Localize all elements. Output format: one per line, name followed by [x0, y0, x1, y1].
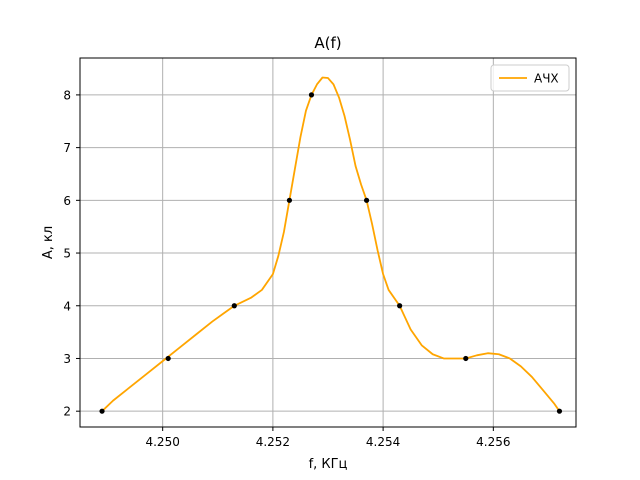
data-point — [286, 197, 293, 203]
y-tick-label: 3 — [63, 352, 71, 366]
x-tick-label: 4.256 — [476, 435, 510, 449]
x-tick-label: 4.250 — [145, 435, 179, 449]
data-point — [363, 197, 370, 203]
legend-box — [490, 64, 570, 92]
y-tick-label: 2 — [63, 405, 71, 419]
y-tick-label: 6 — [63, 194, 71, 208]
chart-title: A(f) — [314, 34, 341, 52]
x-axis-label: f, КГц — [309, 457, 348, 472]
data-point — [99, 408, 105, 414]
series-layer — [99, 76, 563, 414]
legend: АЧХ — [490, 64, 570, 92]
data-point — [397, 303, 403, 309]
data-point — [463, 355, 469, 362]
data-point — [231, 303, 237, 309]
y-tick-label: 8 — [63, 88, 71, 102]
data-point — [556, 408, 563, 414]
y-tick-label: 4 — [63, 299, 71, 313]
series-line-achkh — [101, 76, 561, 412]
axes-frame — [79, 57, 577, 428]
x-tick-label: 4.252 — [256, 435, 290, 449]
ticks: 4.250 4.252 4.254 4.256 2 3 4 5 6 7 8 — [63, 88, 510, 449]
legend-label: АЧХ — [534, 72, 559, 86]
y-tick-label: 7 — [63, 141, 71, 155]
grid — [80, 58, 576, 427]
y-axis-label: A, кл — [41, 226, 56, 259]
data-point — [308, 92, 315, 98]
y-tick-label: 5 — [63, 247, 71, 261]
x-tick-label: 4.254 — [366, 435, 400, 449]
data-point — [165, 355, 171, 362]
